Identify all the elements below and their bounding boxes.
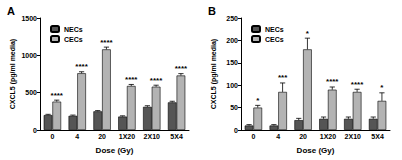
svg-text:250: 250 [226,15,238,22]
svg-text:NECs: NECs [64,26,83,33]
svg-text:0: 0 [251,133,255,140]
svg-text:****: **** [125,75,138,84]
svg-text:100: 100 [226,82,238,89]
svg-text:0: 0 [234,127,238,134]
svg-text:****: **** [175,64,188,73]
svg-text:B: B [208,5,216,17]
svg-text:CXCL5 (pg/ml media): CXCL5 (pg/ml media) [9,39,17,109]
svg-text:***: *** [278,73,288,82]
svg-text:****: **** [351,80,364,89]
svg-text:CECs: CECs [265,36,284,43]
svg-text:*: * [380,83,384,92]
svg-text:****: **** [326,77,339,86]
svg-text:4: 4 [75,133,79,140]
svg-text:1000: 1000 [21,52,37,59]
svg-text:2X10: 2X10 [345,133,361,140]
svg-text:CXCL5 (pg/ml media): CXCL5 (pg/ml media) [210,39,218,109]
svg-text:*: * [306,29,310,38]
svg-text:5X4: 5X4 [170,133,183,140]
svg-text:A: A [7,5,15,17]
svg-text:4: 4 [276,133,280,140]
svg-text:200: 200 [226,37,238,44]
svg-text:1500: 1500 [21,15,37,22]
svg-text:****: **** [51,91,64,100]
svg-text:0: 0 [50,133,54,140]
svg-text:*: * [256,96,260,105]
svg-text:NECs: NECs [265,26,284,33]
svg-text:CECs: CECs [64,36,83,43]
svg-text:500: 500 [25,89,37,96]
svg-text:1X20: 1X20 [119,133,135,140]
svg-text:20: 20 [299,133,307,140]
svg-text:Dose (Gy): Dose (Gy) [96,146,134,155]
svg-text:Dose (Gy): Dose (Gy) [297,146,335,155]
svg-text:****: **** [100,38,113,47]
svg-text:20: 20 [98,133,106,140]
svg-text:50: 50 [230,104,238,111]
svg-text:****: **** [150,76,163,85]
svg-text:****: **** [75,62,88,71]
svg-text:1X20: 1X20 [320,133,336,140]
svg-text:0: 0 [33,127,37,134]
svg-text:2X10: 2X10 [144,133,160,140]
svg-text:150: 150 [226,59,238,66]
svg-text:5X4: 5X4 [371,133,384,140]
